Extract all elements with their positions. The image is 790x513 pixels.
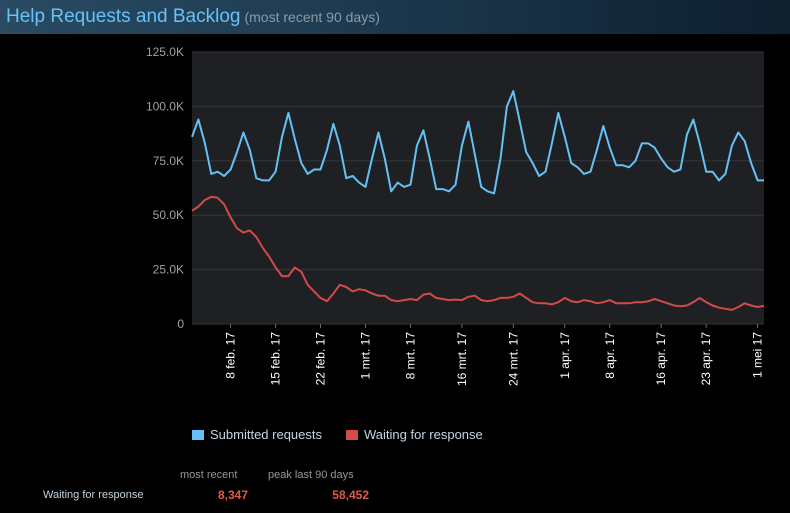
legend-item-waiting[interactable]: Waiting for response <box>346 427 483 442</box>
x-tick-label: 1 apr. 17 <box>558 332 572 379</box>
legend-swatch-waiting <box>346 429 359 440</box>
stats-most-recent-value: 8,347 <box>217 488 248 502</box>
x-tick-label: 8 feb. 17 <box>224 332 238 379</box>
stats-header-most-recent: most recent <box>180 469 238 481</box>
legend-swatch-submitted <box>192 429 204 440</box>
legend-label-waiting: Waiting for response <box>364 427 483 442</box>
x-tick-label: 16 mrt. 17 <box>455 332 469 386</box>
y-tick-label: 75.0K <box>153 154 184 168</box>
chart-panel: 0 25.0K 50.0K 75.0K 100.0K 125.0K 8 feb. 17 15… <box>8 34 790 513</box>
y-tick-label: 50.0K <box>153 208 184 222</box>
y-tick-label: 25.0K <box>153 263 184 277</box>
plot-area <box>192 52 764 324</box>
y-tick-label: 125.0K <box>146 45 184 59</box>
x-tick-label: 16 apr. 17 <box>654 332 668 386</box>
stats-peak-value: 58,452 <box>332 488 369 502</box>
x-tick-label: 1 mrt. 17 <box>359 332 373 380</box>
x-tick-label: 24 mrt. 17 <box>506 332 520 386</box>
page-subtitle: (most recent 90 days) <box>244 9 380 25</box>
page-header: Help Requests and Backlog (most recent 90… <box>0 0 790 34</box>
x-tick-label: 15 feb. 17 <box>269 332 283 386</box>
x-tick-label: 8 mrt. 17 <box>404 332 418 380</box>
y-axis-ticks: 0 25.0K 50.0K 75.0K 100.0K 125.0K <box>146 45 184 331</box>
stats-row-label: Waiting for response <box>43 489 144 501</box>
x-tick-label: 22 feb. 17 <box>314 332 328 386</box>
y-tick-label: 0 <box>177 317 184 331</box>
page-title: Help Requests and Backlog <box>6 6 241 27</box>
legend-label-submitted: Submitted requests <box>210 427 323 442</box>
x-tick-label: 8 apr. 17 <box>603 332 617 379</box>
gridlines <box>192 51 764 325</box>
series-line-waiting-for-response <box>191 195 765 311</box>
legend-item-submitted[interactable]: Submitted requests <box>192 427 322 442</box>
stats-header-peak: peak last 90 days <box>268 469 354 481</box>
series-line-submitted-requests <box>191 90 764 195</box>
x-tick-label: 23 apr. 17 <box>699 332 713 386</box>
line-chart: 0 25.0K 50.0K 75.0K 100.0K 125.0K 8 feb. 17 15… <box>146 45 765 386</box>
x-tick-label: 1 mei 17 <box>751 332 765 378</box>
chart-legend: Submitted requests Waiting for response <box>192 427 483 442</box>
x-axis-ticks: 8 feb. 17 15 feb. 17 22 feb. 17 1 mrt. 17 8 … <box>224 324 765 386</box>
y-tick-label: 100.0K <box>146 99 184 113</box>
